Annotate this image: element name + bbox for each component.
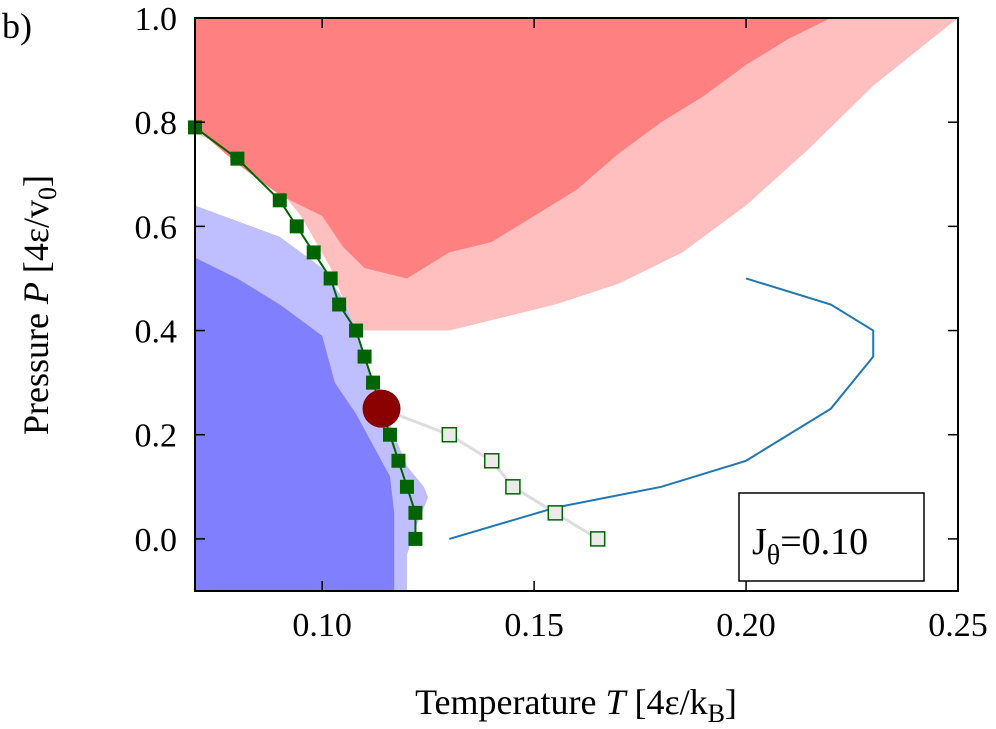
filled-squares-line-marker <box>272 193 287 208</box>
filled-squares-line-marker <box>332 297 347 312</box>
y-axis-ticks: 0.0 0.2 0.4 0.6 0.8 1.0 <box>135 1 958 559</box>
critical-point <box>362 389 401 428</box>
y-tick-label: 0.8 <box>135 105 178 142</box>
filled-squares-line-marker <box>230 151 245 166</box>
x-axis-title: Temperature T [4ε/kB] <box>415 682 737 728</box>
filled-squares-line-marker <box>366 375 381 390</box>
plot-frame <box>194 17 959 592</box>
filled-squares-line-marker <box>408 505 423 520</box>
phase-regions <box>195 18 958 591</box>
filled-squares-line-marker <box>306 245 321 260</box>
filled-squares-line-marker <box>391 453 406 468</box>
filled-squares-line-marker <box>357 349 372 364</box>
open-squares-line-marker <box>505 479 521 495</box>
filled-squares-line-marker <box>382 427 397 442</box>
svg-text:Jθ=0.10: Jθ=0.10 <box>752 521 868 571</box>
open-squares-line-marker <box>483 453 500 469</box>
series-markers <box>188 120 606 547</box>
x-tick-label: 0.20 <box>716 607 776 644</box>
x-tick-label: 0.15 <box>504 607 564 644</box>
blue-curve-path <box>449 277 875 540</box>
filled-squares-line-marker <box>408 531 423 546</box>
y-axis-title: Pressure P [4ε/v0] <box>16 175 62 435</box>
dark-blue-region <box>195 257 395 591</box>
y-tick-label: 0.4 <box>135 314 178 351</box>
open-squares-line-marker <box>589 531 606 547</box>
panel-label: b) <box>2 6 32 46</box>
annotation-sub: θ <box>767 540 780 571</box>
y-tick-label: 0.6 <box>135 209 178 246</box>
filled-squares-line-marker <box>349 323 364 338</box>
open-squares-line-marker <box>547 505 564 521</box>
filled-squares-line-marker <box>323 271 338 286</box>
annotation-main: J <box>752 521 767 563</box>
filled-squares-line-marker <box>289 219 304 234</box>
y-tick-label: 0.2 <box>135 418 178 455</box>
x-tick-label: 0.10 <box>292 607 352 644</box>
open-squares-line-marker <box>441 426 458 443</box>
y-tick-label: 0.0 <box>135 522 178 559</box>
x-tick-label: 0.25 <box>928 607 988 644</box>
dark-red-region <box>195 18 831 279</box>
x-axis-ticks: 0.10 0.15 0.20 0.25 <box>292 18 988 644</box>
y-tick-label: 1.0 <box>135 1 178 38</box>
annotation-value: =0.10 <box>780 521 868 563</box>
annotation-box: Jθ=0.10 <box>738 492 925 582</box>
filled-squares-line-marker <box>399 479 414 494</box>
